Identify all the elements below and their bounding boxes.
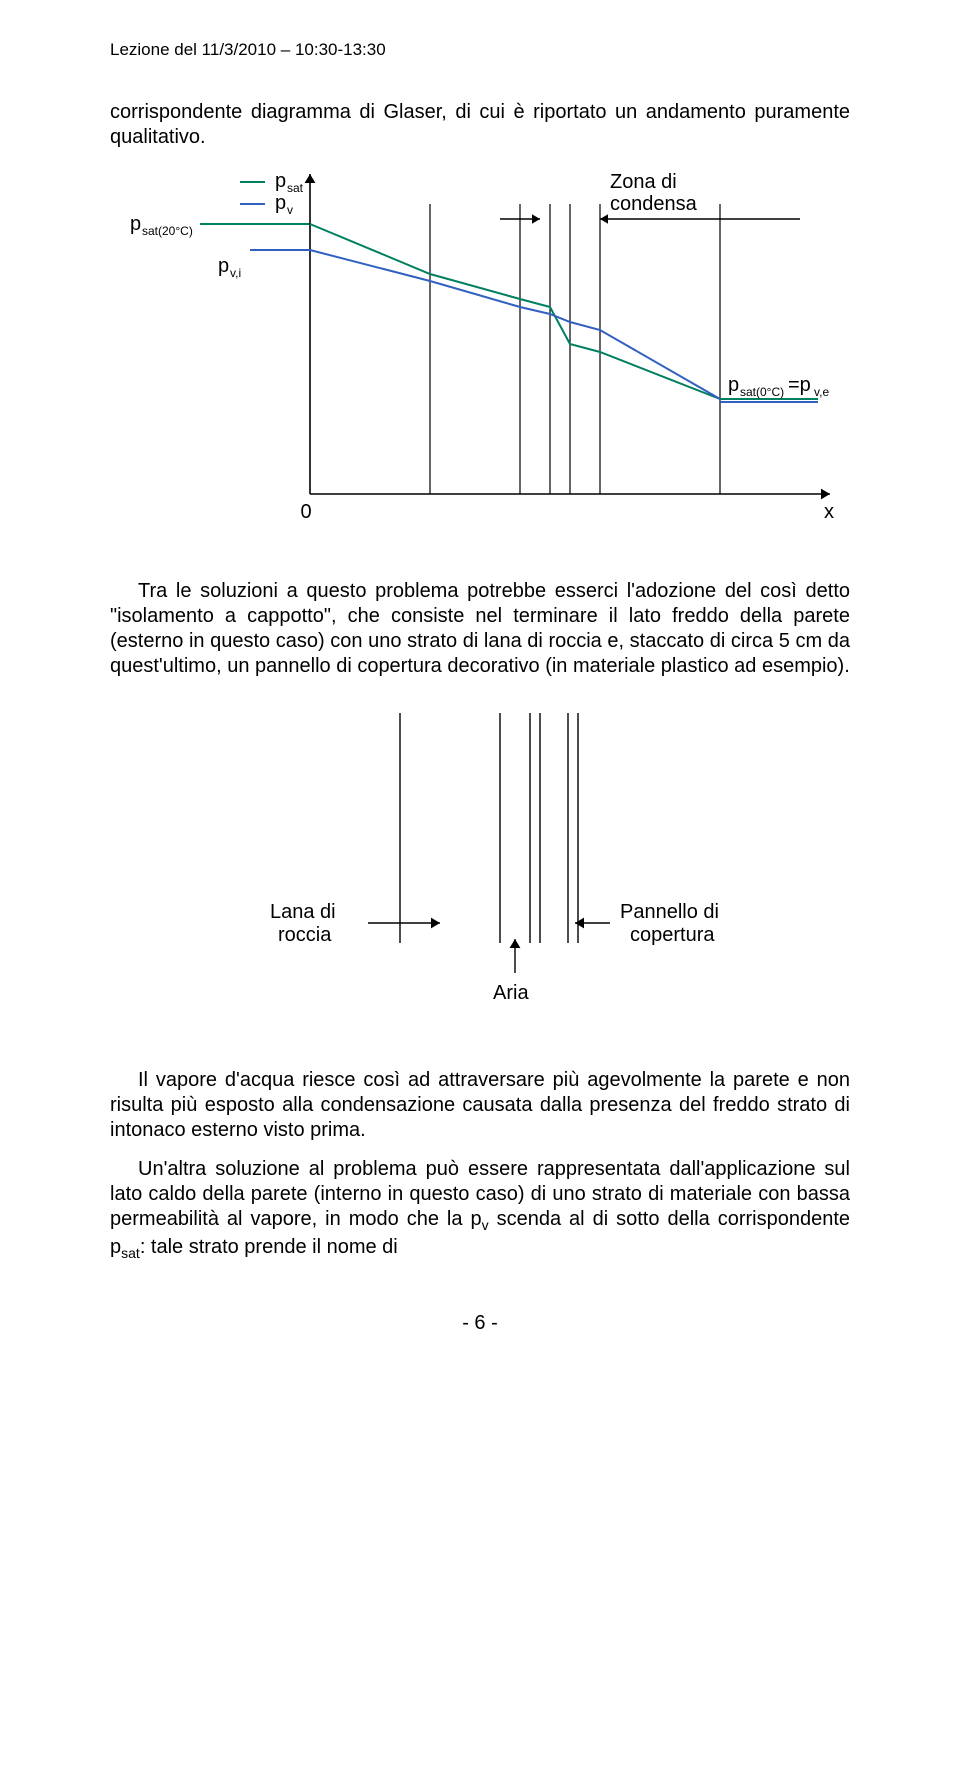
svg-text:Aria: Aria — [493, 982, 529, 1004]
svg-text:sat(20°C): sat(20°C) — [142, 224, 193, 238]
paragraph-4: Un'altra soluzione al problema può esser… — [110, 1157, 850, 1262]
paragraph-2: Tra le soluzioni a questo problema potre… — [110, 579, 850, 679]
svg-text:copertura: copertura — [630, 924, 715, 946]
paragraph-3: Il vapore d'acqua riesce così ad attrave… — [110, 1068, 850, 1143]
svg-text:=p: =p — [788, 374, 811, 396]
svg-text:p: p — [275, 192, 286, 214]
glaser-diagram: psatpvpsat(20°C)pv,i0xZona dicondensapsa… — [110, 164, 850, 549]
svg-text:p: p — [130, 213, 141, 235]
page-footer: - 6 - — [110, 1312, 850, 1335]
svg-text:p: p — [728, 374, 739, 396]
svg-text:sat: sat — [287, 181, 304, 195]
page-header: Lezione del 11/3/2010 – 10:30-13:30 — [110, 40, 850, 60]
svg-text:Zona di: Zona di — [610, 171, 677, 193]
svg-text:Lana di: Lana di — [270, 901, 336, 923]
svg-text:v,e: v,e — [814, 385, 829, 399]
svg-text:x: x — [824, 501, 834, 523]
svg-text:v,i: v,i — [230, 266, 241, 280]
page: Lezione del 11/3/2010 – 10:30-13:30 corr… — [0, 0, 960, 1375]
svg-text:p: p — [218, 255, 229, 277]
svg-text:Pannello di: Pannello di — [620, 901, 719, 923]
svg-text:v: v — [287, 203, 293, 217]
svg-text:sat(0°C): sat(0°C) — [740, 385, 784, 399]
svg-text:roccia: roccia — [278, 924, 332, 946]
wall-layers-diagram: Lana diroccia Pannello dicopertura Aria — [110, 693, 850, 1038]
paragraph-1: corrispondente diagramma di Glaser, di c… — [110, 100, 850, 150]
svg-text:0: 0 — [300, 501, 311, 523]
svg-text:p: p — [275, 170, 286, 192]
svg-text:condensa: condensa — [610, 193, 698, 215]
